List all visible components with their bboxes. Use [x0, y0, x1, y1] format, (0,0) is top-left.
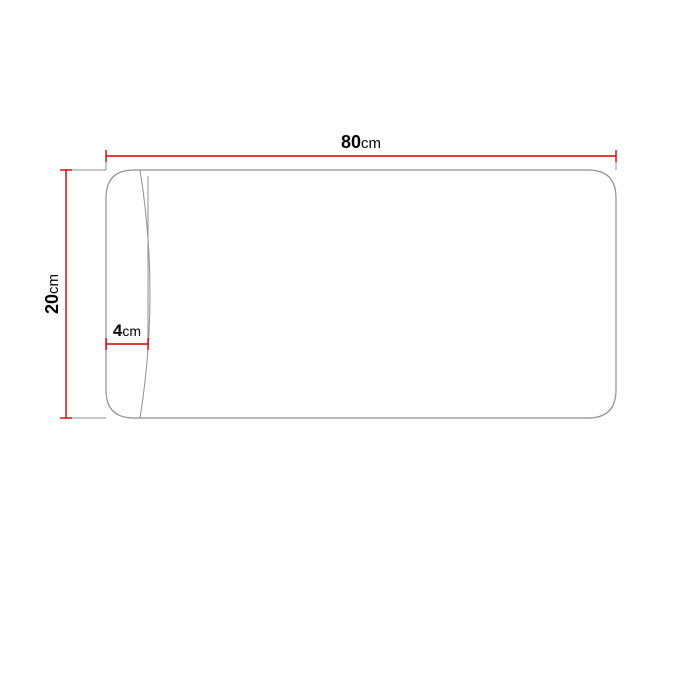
dim-label-height: 20cm — [42, 274, 62, 314]
dim-label-width: 80cm — [341, 132, 381, 152]
dim-width-value: 80 — [341, 132, 361, 152]
diagram-svg: 80cm 20cm 4cm — [0, 0, 700, 700]
dimension-diagram: 80cm 20cm 4cm — [0, 0, 700, 700]
dim-label-seam: 4cm — [113, 321, 141, 340]
product-outline — [106, 170, 616, 418]
dim-height-unit: cm — [45, 274, 62, 294]
dim-width-unit: cm — [361, 135, 381, 152]
dim-height-value: 20 — [42, 294, 62, 314]
dim-seam-unit: cm — [122, 323, 141, 339]
